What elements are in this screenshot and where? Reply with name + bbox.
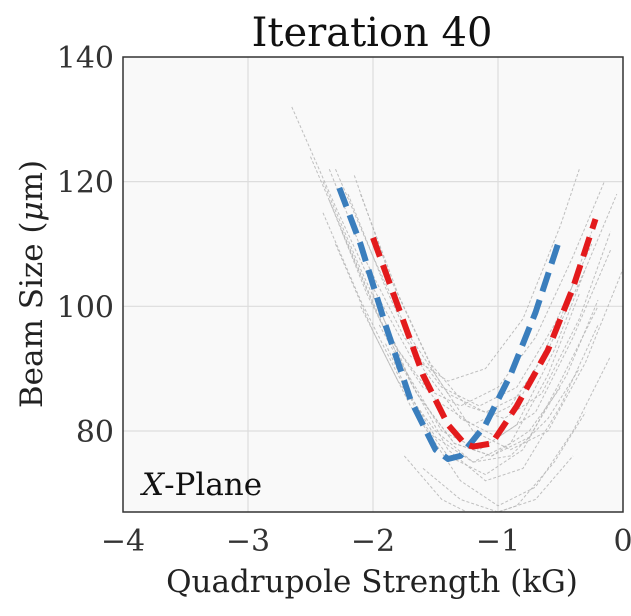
y-tick-label: 80 (76, 415, 114, 450)
sample-17-line (378, 324, 561, 457)
sample-10-line (360, 193, 623, 451)
sample-2-line (310, 156, 605, 407)
plot-frame (122, 56, 624, 513)
y-tick-label: 120 (57, 166, 114, 201)
y-axis-label-mu: μ (14, 201, 50, 221)
tick-labels: −4 −3 −2 −1 0 80 100 120 140 (57, 41, 631, 559)
sample-1-line (291, 106, 580, 382)
annotation-text: -Plane (164, 467, 262, 503)
y-tick-label: 140 (57, 41, 114, 76)
sample-16-line (360, 306, 580, 463)
sample-13-line (385, 343, 611, 507)
sample-curves (291, 106, 623, 512)
measurement-red-line (370, 218, 599, 450)
y-tick-label: 100 (57, 290, 114, 325)
x-tick-label: 0 (613, 524, 631, 559)
measurement-blue-line (336, 186, 561, 462)
x-tick-label: −2 (351, 524, 395, 559)
x-axis-label: Quadrupole Strength (kG) (166, 564, 578, 600)
chart-title: Iteration 40 (252, 10, 493, 56)
x-tick-label: −4 (101, 524, 145, 559)
sample-18-line (328, 169, 593, 407)
sample-12-line (372, 293, 599, 482)
sample-5-line (347, 193, 611, 438)
sample-15-line (422, 455, 574, 512)
sample-14-line (403, 412, 586, 512)
x-tick-label: −3 (226, 524, 270, 559)
y-axis-label-suffix: m) (14, 160, 50, 202)
x-tick-label: −1 (476, 524, 520, 559)
measured-curves (336, 186, 599, 462)
y-axis-label: Beam Size (μm) (14, 160, 50, 408)
plane-annotation: X-Plane (140, 467, 262, 503)
annotation-variable: X (140, 467, 166, 503)
y-axis-label-prefix: Beam Size ( (14, 222, 50, 409)
